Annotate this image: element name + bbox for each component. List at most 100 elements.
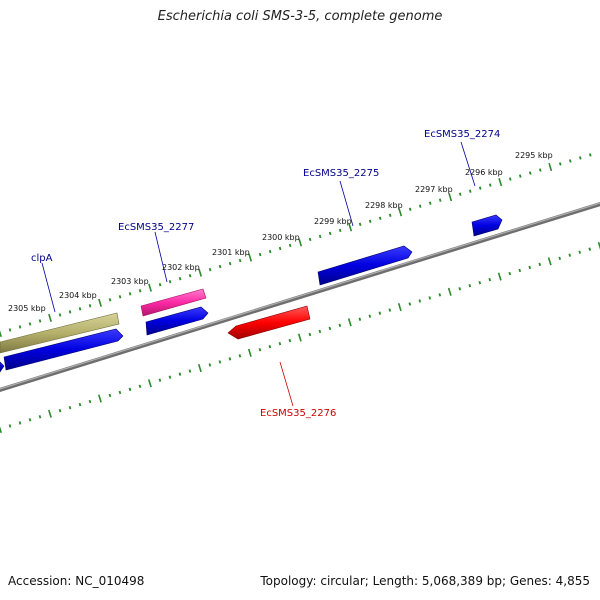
major-tick	[247, 348, 252, 357]
gene-label-ecsms35-2275[interactable]: EcSMS35_2275	[303, 168, 379, 179]
minor-tick	[408, 302, 412, 306]
gene-label-ecsms35-2277[interactable]: EcSMS35_2277	[118, 222, 194, 233]
minor-tick	[8, 328, 12, 332]
kbp-label: 2305 kbp	[8, 304, 46, 313]
minor-tick	[88, 304, 92, 308]
major-tick	[547, 257, 552, 266]
minor-tick	[288, 243, 292, 248]
major-tick	[48, 409, 52, 418]
minor-tick	[528, 171, 532, 175]
minor-tick	[568, 253, 572, 257]
minor-tick	[258, 348, 262, 352]
minor-tick	[468, 189, 472, 193]
major-tick	[498, 178, 503, 187]
minor-tick	[178, 372, 182, 376]
minor-tick	[338, 323, 342, 328]
minor-tick	[308, 332, 312, 337]
gene-label-ecsms35-2276[interactable]: EcSMS35_2276	[260, 408, 336, 419]
major-tick	[397, 302, 402, 312]
kbp-label: 2301 kbp	[212, 248, 250, 257]
major-tick	[347, 318, 352, 327]
minor-tick	[388, 213, 392, 217]
minor-tick	[428, 296, 432, 300]
gene-ecsms35-2277[interactable]: EcSMS35_2277	[118, 222, 209, 336]
kbp-label: 2303 kbp	[111, 277, 149, 286]
minor-tick	[588, 153, 592, 157]
minor-tick	[158, 283, 162, 287]
kbp-label: 2296 kbp	[465, 168, 503, 177]
minor-tick	[188, 369, 192, 373]
minor-tick	[268, 249, 272, 254]
minor-tick	[38, 319, 42, 323]
minor-tick	[378, 311, 382, 315]
minor-tick	[478, 280, 482, 285]
gene-ecsms35-2274[interactable]: EcSMS35_2274	[424, 129, 503, 237]
minor-tick	[458, 192, 462, 196]
minor-tick	[178, 276, 182, 281]
minor-tick	[28, 322, 32, 326]
gene-clpa[interactable]: clpA	[0, 253, 124, 373]
minor-tick	[68, 310, 72, 314]
minor-tick	[578, 156, 582, 160]
kbp-label: 2295 kbp	[515, 151, 553, 160]
major-tick	[447, 287, 452, 296]
lower-tick-track	[0, 242, 600, 434]
gene-ecsms35-2276[interactable]: EcSMS35_2276	[227, 305, 336, 419]
minor-tick	[368, 314, 372, 318]
minor-tick	[28, 418, 32, 422]
minor-tick	[518, 268, 522, 273]
kbp-label: 2298 kbp	[365, 201, 403, 210]
major-tick	[198, 268, 203, 277]
minor-tick	[488, 277, 492, 282]
minor-tick	[328, 231, 332, 236]
minor-tick	[168, 375, 172, 379]
gene-label-clpa[interactable]: clpA	[31, 253, 53, 264]
minor-tick	[18, 325, 22, 329]
minor-tick	[218, 360, 222, 364]
minor-tick	[188, 273, 192, 278]
accession-text: Accession: NC_010498	[8, 574, 145, 588]
minor-tick	[308, 237, 312, 242]
kbp-label: 2299 kbp	[314, 217, 352, 226]
minor-tick	[8, 424, 12, 428]
minor-tick	[18, 421, 22, 425]
minor-tick	[488, 183, 492, 187]
major-tick	[398, 208, 403, 217]
minor-tick	[568, 159, 572, 163]
minor-tick	[418, 204, 422, 208]
minor-tick	[378, 216, 382, 221]
kbp-label: 2300 kbp	[262, 233, 300, 242]
major-tick	[98, 394, 102, 403]
minor-tick	[368, 219, 372, 224]
minor-tick	[538, 262, 542, 267]
minor-tick	[358, 222, 362, 227]
minor-tick	[138, 384, 142, 389]
minor-tick	[328, 326, 332, 331]
minor-tick	[78, 402, 82, 407]
minor-tick	[118, 295, 122, 299]
minor-tick	[388, 308, 392, 312]
minor-tick	[438, 198, 442, 202]
minor-tick	[438, 293, 442, 297]
genome-summary-text: Topology: circular; Length: 5,068,389 bp…	[260, 574, 590, 588]
minor-tick	[528, 265, 532, 270]
gene-ecsms35-2275[interactable]: EcSMS35_2275	[303, 168, 413, 286]
minor-tick	[218, 264, 222, 269]
minor-tick	[538, 168, 542, 172]
minor-tick	[78, 307, 82, 311]
kbp-label: 2304 kbp	[59, 291, 97, 300]
major-tick	[98, 298, 102, 307]
gene-label-ecsms35-2274[interactable]: EcSMS35_2274	[424, 129, 500, 140]
minor-tick	[228, 261, 232, 266]
minor-tick	[278, 341, 282, 346]
minor-tick	[58, 409, 62, 413]
major-tick	[48, 313, 52, 322]
minor-tick	[588, 247, 592, 251]
minor-tick	[88, 399, 92, 404]
minor-tick	[68, 405, 72, 410]
minor-tick	[128, 387, 132, 392]
minor-tick	[318, 329, 322, 334]
minor-tick	[288, 338, 292, 343]
minor-tick	[268, 344, 272, 349]
minor-tick	[258, 252, 262, 257]
